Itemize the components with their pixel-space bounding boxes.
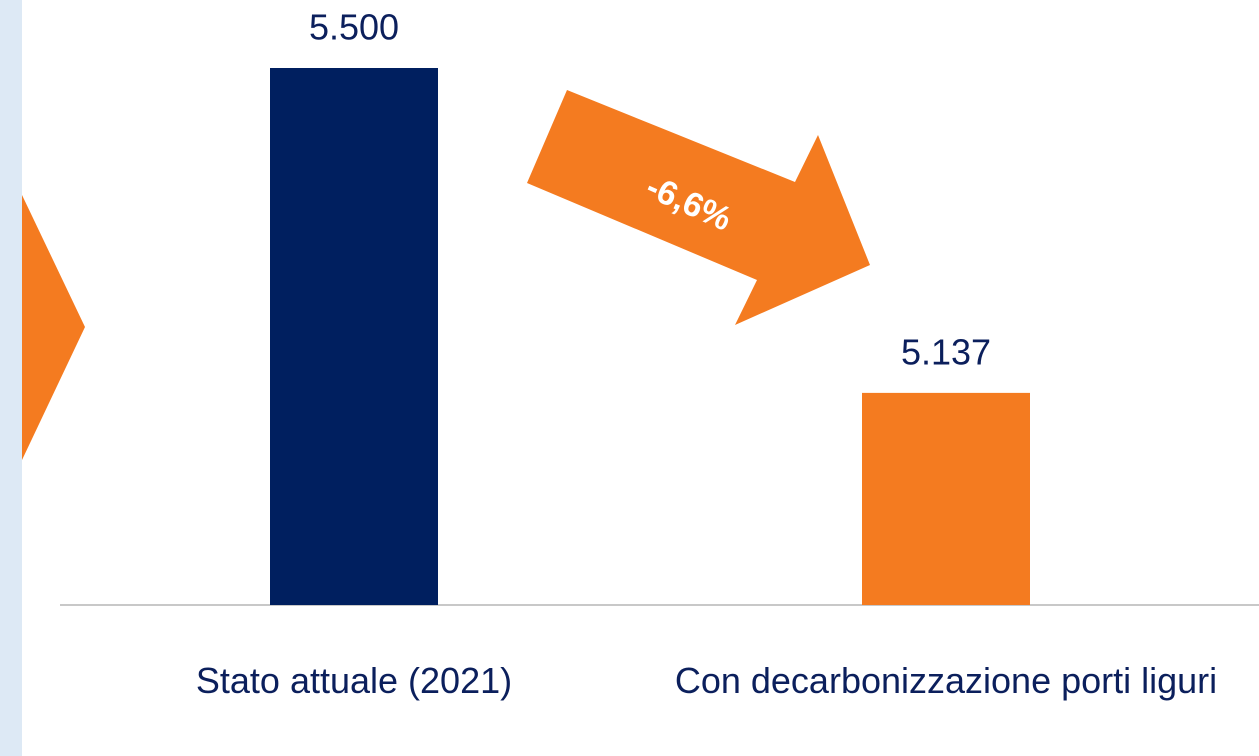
bar: [270, 68, 438, 605]
trend-arrow: [527, 90, 870, 325]
side-panel: [0, 0, 22, 756]
side-arrow: [22, 195, 85, 460]
value-label: 5.500: [309, 7, 399, 48]
x-tick-label: Stato attuale (2021): [195, 660, 513, 701]
value-label: 5.137: [901, 331, 991, 372]
x-tick-label: Con decarbonizzazione porti liguri: [674, 660, 1218, 701]
bar: [862, 392, 1030, 605]
